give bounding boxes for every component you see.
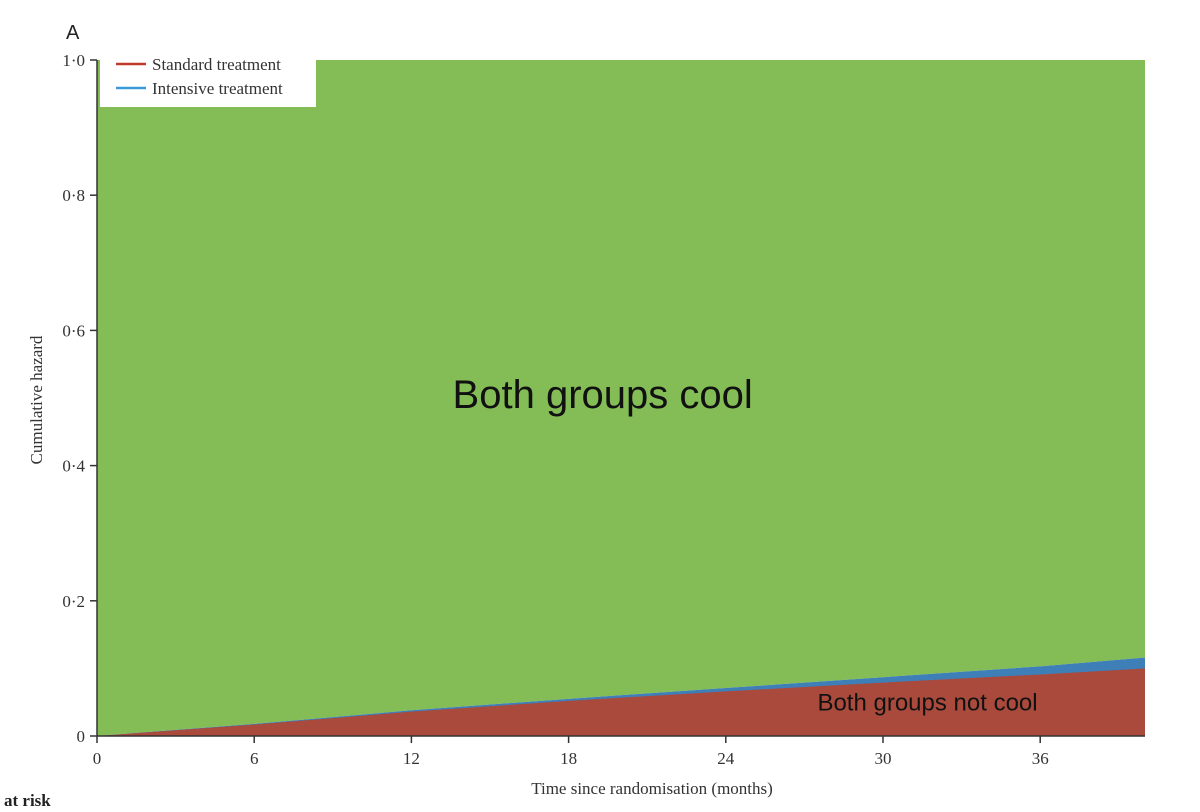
x-tick-label: 18 [560,749,577,768]
at-risk-label: at risk [4,791,51,810]
y-axis-title: Cumulative hazard [27,335,46,464]
legend: Standard treatment Intensive treatment [100,52,316,107]
y-tick-label: 0·6 [62,321,85,340]
y-tick-label: 0·8 [62,186,85,205]
legend-label-standard: Standard treatment [152,55,281,74]
x-tick-label: 12 [403,749,420,768]
y-tick-label: 0·4 [62,457,85,476]
x-tick-label: 36 [1032,749,1049,768]
standard-treatment-area [97,668,1145,736]
x-tick-label: 24 [717,749,735,768]
annotation-both-groups-not-cool: Both groups not cool [817,689,1037,716]
y-tick-label: 0·2 [62,592,85,611]
y-tick-label: 1·0 [62,51,85,70]
legend-box [100,52,316,107]
x-ticks: 0 6 12 18 24 30 36 [93,736,1049,768]
annotation-both-groups-cool: Both groups cool [453,373,753,417]
legend-label-intensive: Intensive treatment [152,79,283,98]
y-tick-label: 0 [77,727,86,746]
cool-region [97,60,1145,736]
x-tick-label: 0 [93,749,102,768]
panel-label: A [66,22,80,44]
x-tick-label: 30 [875,749,892,768]
y-ticks: 0 0·2 0·4 0·6 0·8 1·0 [62,51,97,746]
x-tick-label: 6 [250,749,259,768]
x-axis-title: Time since randomisation (months) [531,779,773,798]
